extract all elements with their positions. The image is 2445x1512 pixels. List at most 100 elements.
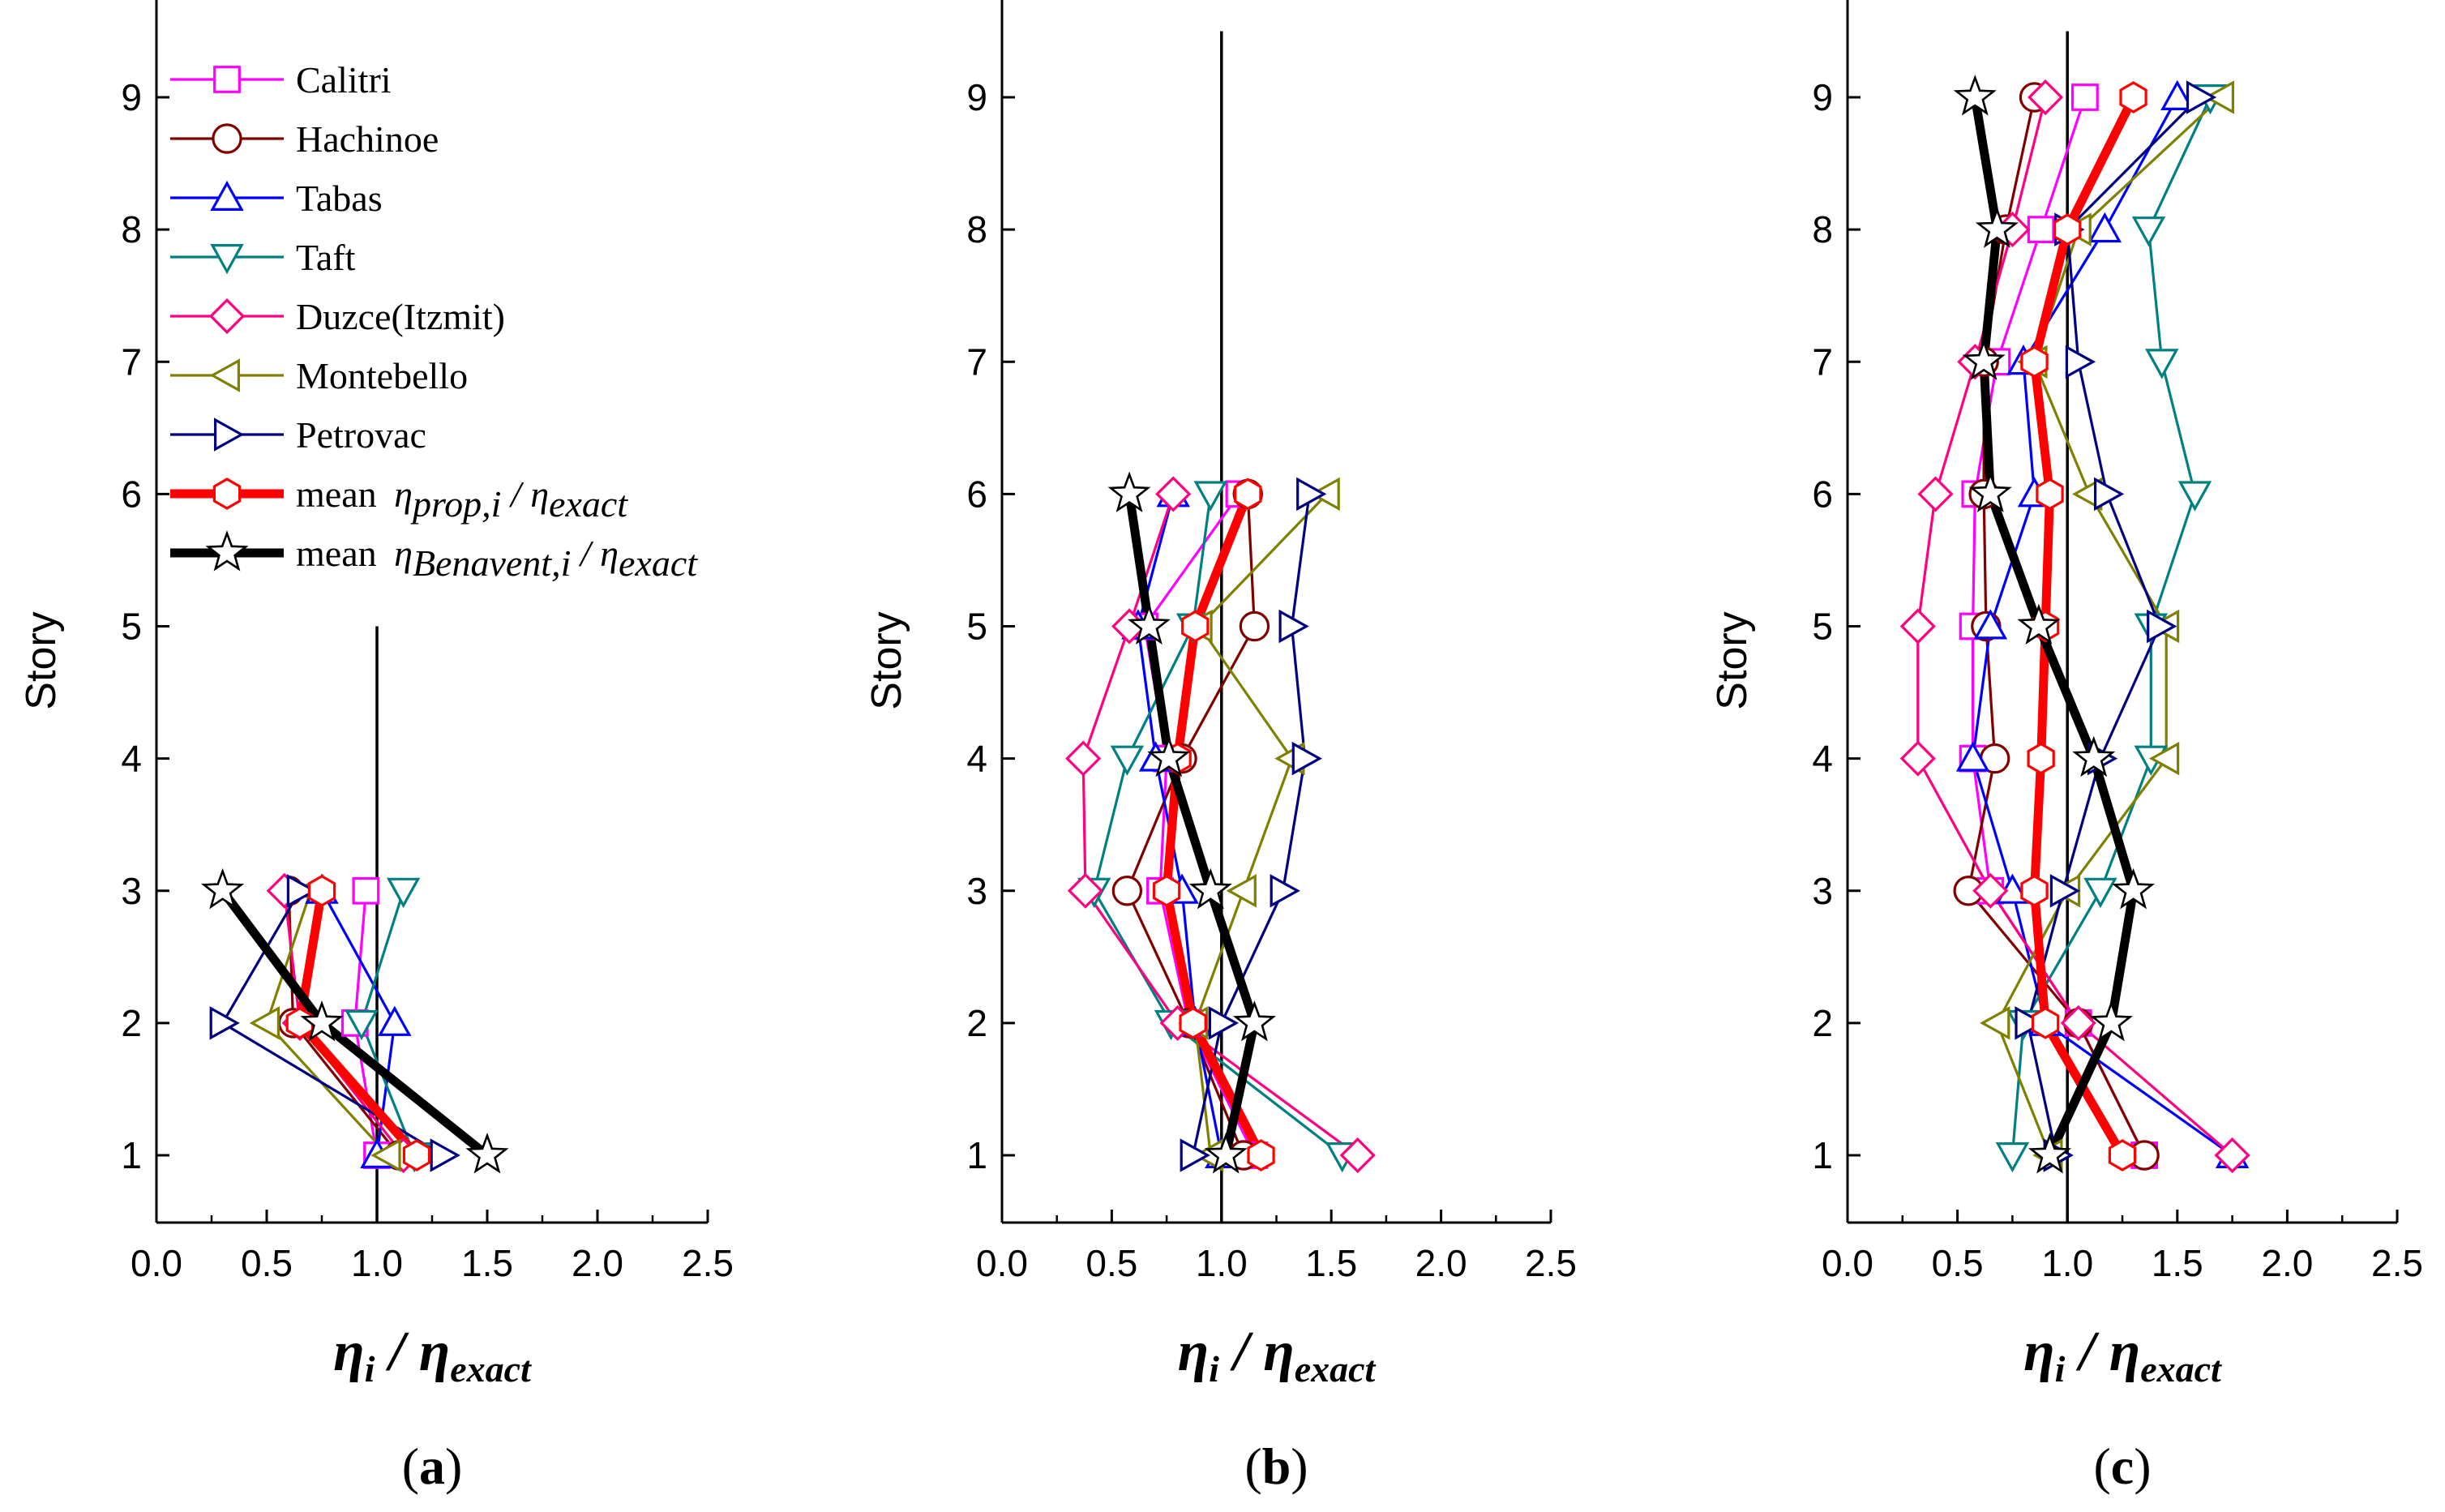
legend-math-slash: / [571, 533, 600, 574]
x-tick-label: 0.5 [241, 1242, 293, 1284]
legend-series-name: Calitri [296, 59, 392, 101]
x-axis-title-sub-i: i [365, 1348, 375, 1390]
legend-marker-triangle-left [209, 358, 240, 392]
y-tick-label: 7 [121, 341, 142, 383]
y-tick-label: 1 [1812, 1134, 1833, 1176]
legend: Calitri Hachinoe Tabas Taft Duzce(Itzmit) Mon… [170, 59, 698, 584]
legend-math-eta2: η [600, 533, 619, 574]
data-point-mean-story-8 [1975, 207, 2019, 248]
data-point-petrovac-story-5 [1278, 609, 1309, 644]
legend-marker-star [205, 530, 249, 572]
data-point-duzce-itzmit--story-3 [1972, 872, 2009, 909]
data-point-petrovac-story-9 [2186, 80, 2217, 114]
y-tick-label: 6 [1812, 473, 1833, 515]
x-axis-title-slash: / [1219, 1321, 1263, 1383]
data-point-mean-story-1 [402, 1139, 431, 1171]
x-axis-title-eta2: η [1263, 1321, 1294, 1383]
legend-math-eta2: η [530, 473, 549, 515]
data-point-taft-story-8 [2131, 216, 2166, 247]
legend-space [377, 473, 387, 515]
data-point-duzce-itzmit--story-4 [1065, 740, 1102, 777]
legend-entry-label: Hachinoe [296, 118, 439, 160]
caption-paren-open: ( [1244, 1437, 1261, 1495]
x-tick-label: 2.5 [1525, 1242, 1577, 1284]
y-tick-label: 9 [121, 76, 142, 118]
legend-entry-label: Petrovac [296, 414, 426, 456]
data-point-mean-story-6 [1234, 478, 1262, 511]
y-tick-label: 5 [121, 606, 142, 648]
x-axis-title: ηi / ηexact [2023, 1321, 2222, 1390]
x-tick-label: 0.0 [976, 1242, 1028, 1284]
data-point-mean-story-7 [2020, 345, 2049, 379]
caption-paren-close: ) [1291, 1437, 1308, 1495]
y-tick-label: 6 [121, 473, 142, 515]
data-point-petrovac-story-6 [1296, 477, 1327, 512]
legend-series-name: Taft [296, 237, 356, 278]
legend-series-name: mean [296, 473, 377, 515]
data-point-montebello-story-2 [1980, 1006, 2010, 1040]
data-point-taft-story-6 [1193, 481, 1228, 512]
legend-series-name: Tabas [296, 178, 383, 219]
x-tick-label: 2.5 [682, 1242, 734, 1284]
y-tick-label: 2 [1812, 1002, 1833, 1044]
data-point-mean-story-6 [1107, 471, 1151, 512]
y-tick-label: 4 [966, 738, 987, 780]
legend-math-sub2: exact [549, 483, 628, 525]
legend-entry-label: mean ηBenavent,i / ηexact [296, 533, 698, 584]
x-tick-label: 1.0 [2041, 1242, 2093, 1284]
caption-paren-close: ) [445, 1437, 462, 1495]
data-point-montebello-story-2 [249, 1006, 280, 1040]
x-tick-label: 0.0 [131, 1242, 182, 1284]
data-point-petrovac-story-7 [2065, 345, 2096, 379]
data-point-duzce-itzmit--story-9 [2028, 79, 2064, 116]
x-axis-title-slash: / [375, 1321, 418, 1383]
x-axis-title-sub-i: i [2055, 1348, 2066, 1390]
x-axis-title-eta: η [333, 1321, 364, 1383]
legend-math-sub: Benavent,i [413, 542, 571, 584]
caption-letter: c [2111, 1437, 2134, 1495]
data-point-mean-story-4 [2072, 735, 2116, 777]
y-tick-label: 1 [121, 1134, 142, 1176]
x-tick-label: 0.5 [1932, 1242, 1984, 1284]
data-point-tabas-story-5 [1973, 609, 2008, 640]
data-point-mean-story-3 [1188, 867, 1232, 910]
y-tick-label: 2 [121, 1002, 142, 1044]
data-point-mean-story-2 [1179, 1007, 1207, 1039]
data-point-mean-story-3 [1152, 874, 1181, 907]
data-point-petrovac-story-1 [430, 1138, 460, 1172]
data-point-mean-story-3 [2020, 874, 2049, 907]
legend-entry-label: Duzce(Itzmit) [296, 296, 505, 337]
y-tick-label: 5 [1812, 606, 1833, 648]
data-point-taft-story-2 [345, 1009, 379, 1041]
y-tick-label: 8 [121, 208, 142, 251]
x-axis-title-sub-exact: exact [1295, 1348, 1377, 1390]
x-axis-title-slash: / [2065, 1321, 2109, 1383]
data-point-mean-story-8 [2053, 213, 2082, 246]
y-tick-label: 8 [1812, 208, 1833, 251]
data-point-taft-story-3 [2083, 877, 2117, 909]
y-tick-label: 1 [966, 1134, 987, 1176]
data-point-mean-story-2 [2031, 1007, 2060, 1039]
data-point-petrovac-story-2 [1208, 1006, 1240, 1040]
data-point-mean-story-3 [201, 867, 245, 910]
data-point-petrovac-story-3 [1270, 874, 1300, 908]
x-tick-label: 2.0 [2261, 1242, 2313, 1284]
legend-entry-label: Calitri [296, 59, 392, 101]
y-tick-label: 3 [966, 870, 987, 912]
data-point-petrovac-story-2 [2015, 1006, 2045, 1040]
data-point-tabas-story-4 [1955, 741, 1990, 772]
data-point-mean-story-2 [1232, 1000, 1276, 1042]
data-point-mean-story-4 [1147, 735, 1191, 777]
x-tick-label: 0.0 [1822, 1242, 1873, 1284]
y-axis-title: Story [18, 611, 65, 709]
data-point-taft-story-7 [2145, 349, 2179, 379]
legend-math-eta: η [394, 533, 413, 574]
data-point-petrovac-story-6 [2094, 477, 2125, 512]
caption-letter: b [1262, 1437, 1291, 1495]
data-point-petrovac-story-2 [209, 1006, 240, 1040]
legend-math-eta: η [394, 473, 413, 515]
data-point-calitri-story-9 [2070, 84, 2099, 111]
y-tick-label: 4 [121, 738, 142, 780]
data-point-hachinoe-story-3 [1111, 876, 1143, 906]
